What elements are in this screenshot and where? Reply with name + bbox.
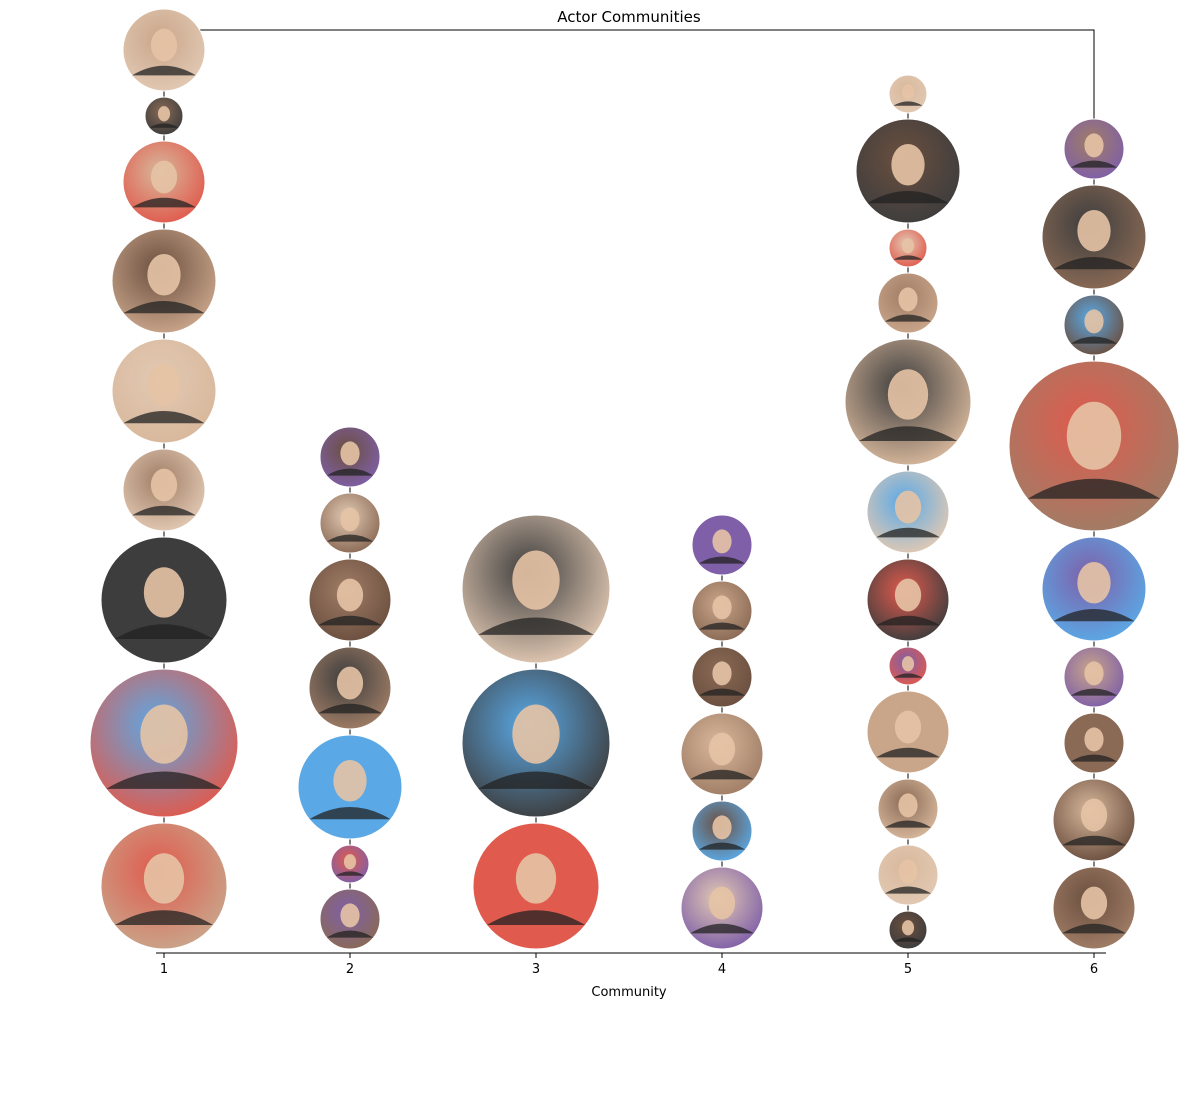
actor-headshot-bubble	[111, 338, 217, 444]
actor-headshot-bubble	[100, 536, 228, 664]
actor-headshot-bubble	[1063, 294, 1125, 356]
actor-headshot-bubble	[111, 228, 217, 334]
x-axis-label: Community	[591, 985, 667, 1000]
actor-headshot-bubble	[89, 668, 239, 818]
actor-headshot-bubble	[680, 866, 764, 950]
actor-headshot-bubble	[319, 888, 381, 950]
x-tick-label: 6	[1090, 962, 1098, 977]
actor-headshot-bubble	[472, 822, 600, 950]
actor-headshot-bubble	[1041, 536, 1147, 642]
actor-headshot-bubble	[122, 140, 206, 224]
actor-headshot-bubble	[844, 338, 972, 466]
actor-headshot-bubble	[1052, 778, 1136, 862]
actor-headshot-bubble	[308, 558, 392, 642]
actor-headshot-bubble	[330, 844, 370, 884]
actor-headshot-bubble	[1063, 712, 1125, 774]
actor-headshot-bubble	[877, 844, 939, 906]
actor-headshot-bubble	[888, 74, 928, 114]
actor-headshot-bubble	[1041, 184, 1147, 290]
actor-headshot-bubble	[877, 778, 939, 840]
actor-headshot-bubble	[100, 822, 228, 950]
actor-headshot-bubble	[866, 690, 950, 774]
actor-headshot-bubble	[144, 96, 184, 136]
actor-headshot-bubble	[319, 426, 381, 488]
x-tick-label: 5	[904, 962, 912, 977]
actor-headshot-bubble	[1008, 360, 1180, 532]
actor-headshot-bubble	[308, 646, 392, 730]
actor-headshot-bubble	[461, 514, 611, 664]
actor-headshot-bubble	[866, 558, 950, 642]
x-tick-label: 1	[160, 962, 168, 977]
actor-headshot-bubble	[855, 118, 961, 224]
x-tick-label: 2	[346, 962, 354, 977]
actor-headshot-bubble	[888, 910, 928, 950]
actor-headshot-bubble	[888, 228, 928, 268]
actor-headshot-bubble	[866, 470, 950, 554]
actor-headshot-bubble	[1063, 646, 1125, 708]
actor-headshot-bubble	[122, 448, 206, 532]
actor-headshot-bubble	[691, 800, 753, 862]
x-axis: 1 2 3 4 5 6	[156, 952, 1106, 977]
actor-bubbles	[89, 8, 1180, 950]
actor-headshot-bubble	[691, 580, 753, 642]
actor-headshot-bubble	[680, 712, 764, 796]
actor-headshot-bubble	[691, 514, 753, 576]
actor-headshot-bubble	[461, 668, 611, 818]
actor-headshot-bubble	[877, 272, 939, 334]
actor-headshot-bubble	[1063, 118, 1125, 180]
x-tick-label: 3	[532, 962, 540, 977]
chart-title: Actor Communities	[557, 8, 701, 26]
x-tick-label: 4	[718, 962, 726, 977]
actor-headshot-bubble	[319, 492, 381, 554]
actor-headshot-bubble	[691, 646, 753, 708]
actor-headshot-bubble	[122, 8, 206, 92]
actor-headshot-bubble	[297, 734, 403, 840]
actor-headshot-bubble	[1052, 866, 1136, 950]
actor-headshot-bubble	[888, 646, 928, 686]
